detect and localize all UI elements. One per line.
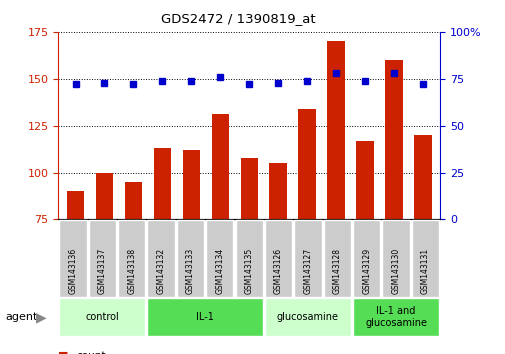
- Text: IL-1: IL-1: [196, 312, 214, 322]
- Text: GSM143137: GSM143137: [97, 247, 107, 294]
- Text: agent: agent: [5, 312, 37, 322]
- Bar: [356, 141, 373, 219]
- Text: GSM143130: GSM143130: [391, 247, 400, 294]
- Text: GSM143133: GSM143133: [185, 247, 194, 294]
- Text: ■: ■: [58, 351, 69, 354]
- Text: count: count: [76, 351, 105, 354]
- Bar: [384, 60, 402, 219]
- Text: GSM143138: GSM143138: [127, 248, 136, 294]
- Text: GSM143134: GSM143134: [215, 247, 224, 294]
- Bar: [125, 182, 142, 219]
- Bar: [67, 191, 84, 219]
- Text: ▶: ▶: [36, 310, 47, 324]
- Text: GSM143129: GSM143129: [362, 248, 371, 294]
- Text: GSM143128: GSM143128: [332, 248, 341, 294]
- Bar: [327, 41, 344, 219]
- Bar: [182, 150, 199, 219]
- Bar: [414, 135, 431, 219]
- Bar: [240, 158, 258, 219]
- Text: glucosamine: glucosamine: [276, 312, 338, 322]
- Text: GDS2472 / 1390819_at: GDS2472 / 1390819_at: [160, 12, 315, 25]
- Text: IL-1 and
glucosamine: IL-1 and glucosamine: [365, 306, 426, 328]
- Text: GSM143136: GSM143136: [68, 247, 77, 294]
- Bar: [269, 163, 286, 219]
- Bar: [95, 172, 113, 219]
- Bar: [298, 109, 315, 219]
- Bar: [211, 114, 228, 219]
- Text: GSM143135: GSM143135: [244, 247, 253, 294]
- Bar: [154, 148, 171, 219]
- Text: control: control: [85, 312, 119, 322]
- Text: GSM143132: GSM143132: [156, 248, 165, 294]
- Text: GSM143127: GSM143127: [303, 248, 312, 294]
- Text: GSM143126: GSM143126: [274, 248, 282, 294]
- Text: GSM143131: GSM143131: [420, 248, 429, 294]
